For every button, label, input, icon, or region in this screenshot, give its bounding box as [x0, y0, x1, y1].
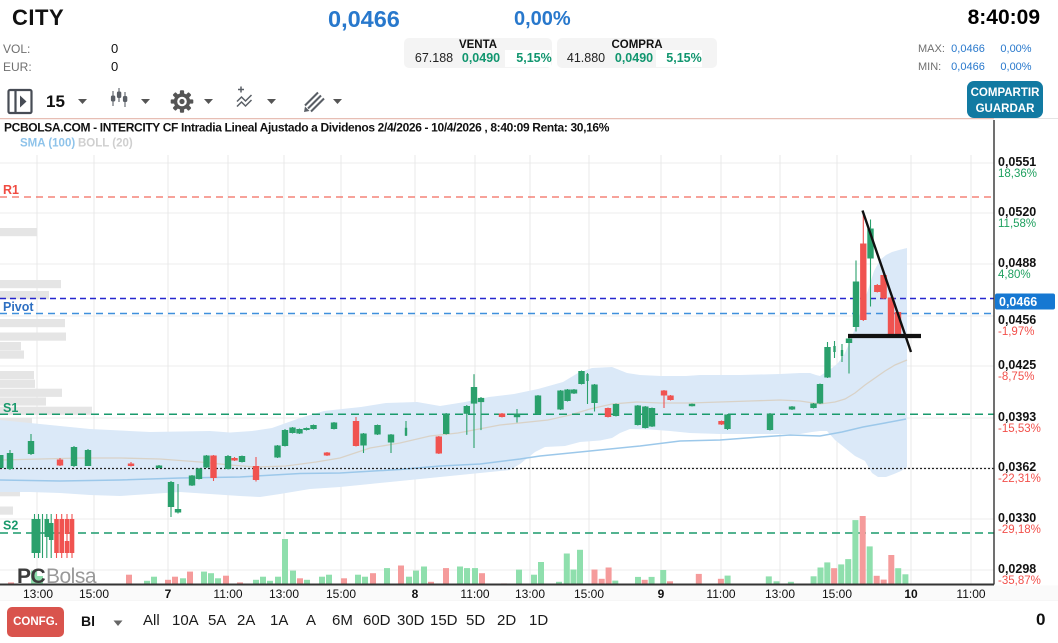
svg-text:0,0425: 0,0425 — [998, 358, 1036, 372]
svg-text:0,0298: 0,0298 — [998, 562, 1036, 576]
svg-text:Bolsa: Bolsa — [46, 565, 97, 588]
svg-text:15:00: 15:00 — [822, 587, 852, 601]
svg-text:BOLL (20): BOLL (20) — [78, 138, 133, 150]
svg-text:15: 15 — [46, 92, 65, 111]
svg-text:SMA (100): SMA (100) — [20, 138, 75, 150]
svg-text:18,36%: 18,36% — [998, 168, 1037, 180]
svg-text:0,0330: 0,0330 — [998, 511, 1036, 525]
svg-text:-1,97%: -1,97% — [998, 326, 1034, 338]
svg-text:0,0488: 0,0488 — [998, 256, 1036, 270]
svg-text:13:00: 13:00 — [515, 587, 545, 601]
svg-text:-15,53%: -15,53% — [998, 423, 1041, 435]
svg-text:0,0362: 0,0362 — [998, 460, 1036, 474]
svg-text:-35,87%: -35,87% — [998, 575, 1041, 587]
svg-text:Pivot: Pivot — [3, 300, 34, 314]
svg-text:S1: S1 — [3, 401, 18, 415]
svg-text:-22,31%: -22,31% — [998, 473, 1041, 485]
svg-text:0,0551: 0,0551 — [998, 155, 1036, 169]
svg-text:13:00: 13:00 — [269, 587, 299, 601]
svg-text:7: 7 — [165, 587, 172, 601]
svg-text:11:00: 11:00 — [956, 587, 985, 601]
svg-text:0,0393: 0,0393 — [998, 410, 1036, 424]
svg-text:4,80%: 4,80% — [998, 269, 1031, 281]
svg-text:15:00: 15:00 — [574, 587, 604, 601]
svg-text:0,0456: 0,0456 — [998, 313, 1036, 327]
svg-text:11:00: 11:00 — [213, 587, 242, 601]
svg-text:11,58%: 11,58% — [998, 218, 1036, 230]
svg-text:0,0520: 0,0520 — [998, 205, 1036, 219]
svg-text:S2: S2 — [3, 519, 18, 533]
svg-text:13:00: 13:00 — [765, 587, 795, 601]
svg-text:11:00: 11:00 — [706, 587, 735, 601]
svg-text:15:00: 15:00 — [326, 587, 356, 601]
svg-text:0,0466: 0,0466 — [999, 295, 1037, 309]
svg-text:10: 10 — [904, 587, 918, 601]
svg-text:R1: R1 — [3, 183, 19, 197]
svg-text:-8,75%: -8,75% — [998, 371, 1034, 383]
svg-text:11:00: 11:00 — [460, 587, 489, 601]
svg-text:8: 8 — [412, 587, 419, 601]
svg-text:15:00: 15:00 — [79, 587, 109, 601]
svg-text:9: 9 — [658, 587, 665, 601]
svg-text:13:00: 13:00 — [23, 587, 53, 601]
svg-text:PCBOLSA.COM - INTERCITY CF Int: PCBOLSA.COM - INTERCITY CF Intradia Line… — [4, 121, 610, 135]
svg-text:PC: PC — [17, 565, 46, 588]
svg-text:-29,18%: -29,18% — [998, 524, 1041, 536]
